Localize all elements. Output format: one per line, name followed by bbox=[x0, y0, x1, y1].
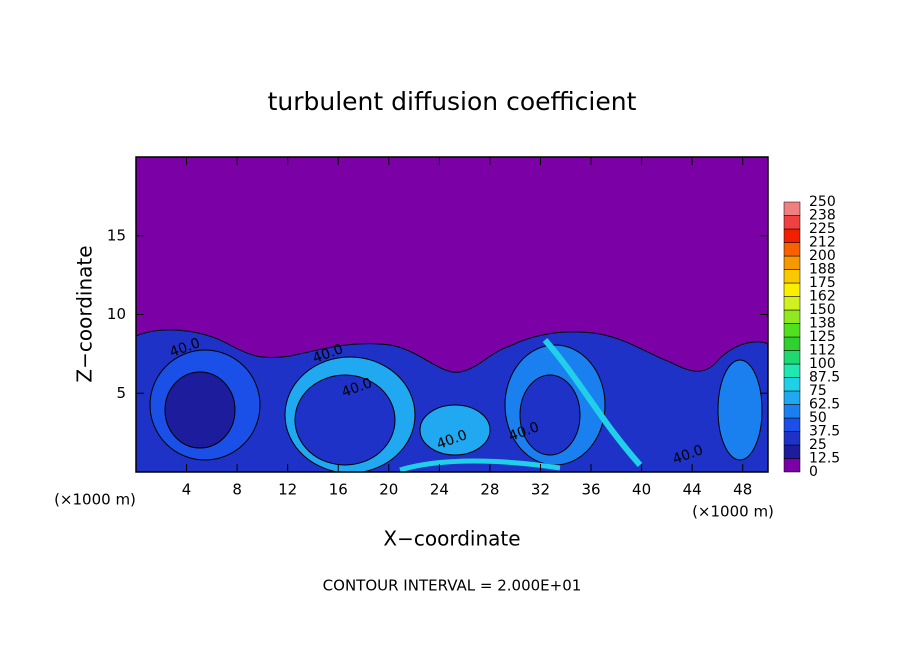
x-tick-label: 40 bbox=[632, 481, 651, 499]
colorbar-label: 162 bbox=[809, 289, 836, 305]
colorbar-label: 0 bbox=[809, 464, 818, 480]
colorbar-label: 238 bbox=[809, 208, 836, 224]
colorbar-label: 62.5 bbox=[809, 397, 840, 413]
colorbar-band bbox=[783, 377, 801, 392]
x-tick-label: 8 bbox=[232, 481, 242, 499]
colorbar-band bbox=[783, 242, 801, 257]
vortex bbox=[294, 374, 396, 466]
colorbar-label: 138 bbox=[809, 316, 836, 332]
vortex bbox=[419, 404, 491, 456]
colorbar-band bbox=[783, 390, 801, 405]
x-tick-label: 44 bbox=[683, 481, 702, 499]
colorbar-band bbox=[783, 255, 801, 270]
field bbox=[136, 157, 768, 472]
y-tick-label: 5 bbox=[116, 384, 126, 402]
x-tick-label: 48 bbox=[733, 481, 752, 499]
colorbar-label: 150 bbox=[809, 302, 836, 318]
x-tick-label: 12 bbox=[278, 481, 297, 499]
filament bbox=[399, 458, 561, 472]
colorbar-label: 212 bbox=[809, 235, 836, 251]
colorbar-band bbox=[783, 336, 801, 351]
colorbar-label: 225 bbox=[809, 221, 836, 237]
colorbar-label: 75 bbox=[809, 383, 827, 399]
colorbar-label: 188 bbox=[809, 262, 836, 278]
y-axis-label: Z−coordinate bbox=[73, 245, 97, 382]
x-tick-label: 16 bbox=[329, 481, 348, 499]
vortex bbox=[717, 359, 763, 461]
colorbar-label: 125 bbox=[809, 329, 836, 345]
colorbar-band bbox=[783, 323, 801, 338]
colorbar-label: 87.5 bbox=[809, 370, 840, 386]
colorbar-band bbox=[783, 296, 801, 311]
colorbar-band bbox=[783, 458, 801, 473]
x-tick-label: 28 bbox=[480, 481, 499, 499]
colorbar-label: 250 bbox=[809, 194, 836, 210]
colorbar-band bbox=[783, 269, 801, 284]
vortex bbox=[164, 371, 236, 449]
colorbar-band bbox=[783, 282, 801, 297]
colorbar-band bbox=[783, 444, 801, 459]
colorbar-label: 175 bbox=[809, 275, 836, 291]
x-tick-label: 36 bbox=[581, 481, 600, 499]
footer: CONTOUR INTERVAL = 2.000E+01 bbox=[323, 577, 582, 595]
x-unit-left: (×1000 m) bbox=[54, 491, 136, 509]
colorbar-label: 50 bbox=[809, 410, 827, 426]
colorbar-band bbox=[783, 201, 801, 216]
colorbar-band bbox=[783, 417, 801, 432]
x-axis-label: X−coordinate bbox=[383, 527, 520, 551]
colorbar-label: 37.5 bbox=[809, 424, 840, 440]
colorbar-label: 100 bbox=[809, 356, 836, 372]
x-tick-label: 24 bbox=[430, 481, 449, 499]
colorbar-label: 112 bbox=[809, 343, 836, 359]
colorbar-label: 200 bbox=[809, 248, 836, 264]
x-tick-label: 4 bbox=[182, 481, 192, 499]
x-unit-right: (×1000 m) bbox=[692, 503, 774, 521]
colorbar-band bbox=[783, 215, 801, 230]
colorbar-label: 25 bbox=[809, 437, 827, 453]
y-tick-label: 10 bbox=[107, 305, 126, 323]
vortex bbox=[519, 374, 581, 456]
y-tick-label: 15 bbox=[107, 226, 126, 244]
colorbar-band bbox=[783, 363, 801, 378]
x-tick-label: 20 bbox=[379, 481, 398, 499]
chart-title: turbulent diffusion coefficient bbox=[268, 87, 637, 116]
colorbar-band bbox=[783, 309, 801, 324]
colorbar-band bbox=[783, 431, 801, 446]
colorbar-band bbox=[783, 404, 801, 419]
colorbar-band bbox=[783, 228, 801, 243]
colorbar-label: 12.5 bbox=[809, 451, 840, 467]
x-tick-label: 32 bbox=[531, 481, 550, 499]
colorbar-band bbox=[783, 350, 801, 365]
filament bbox=[542, 338, 643, 467]
